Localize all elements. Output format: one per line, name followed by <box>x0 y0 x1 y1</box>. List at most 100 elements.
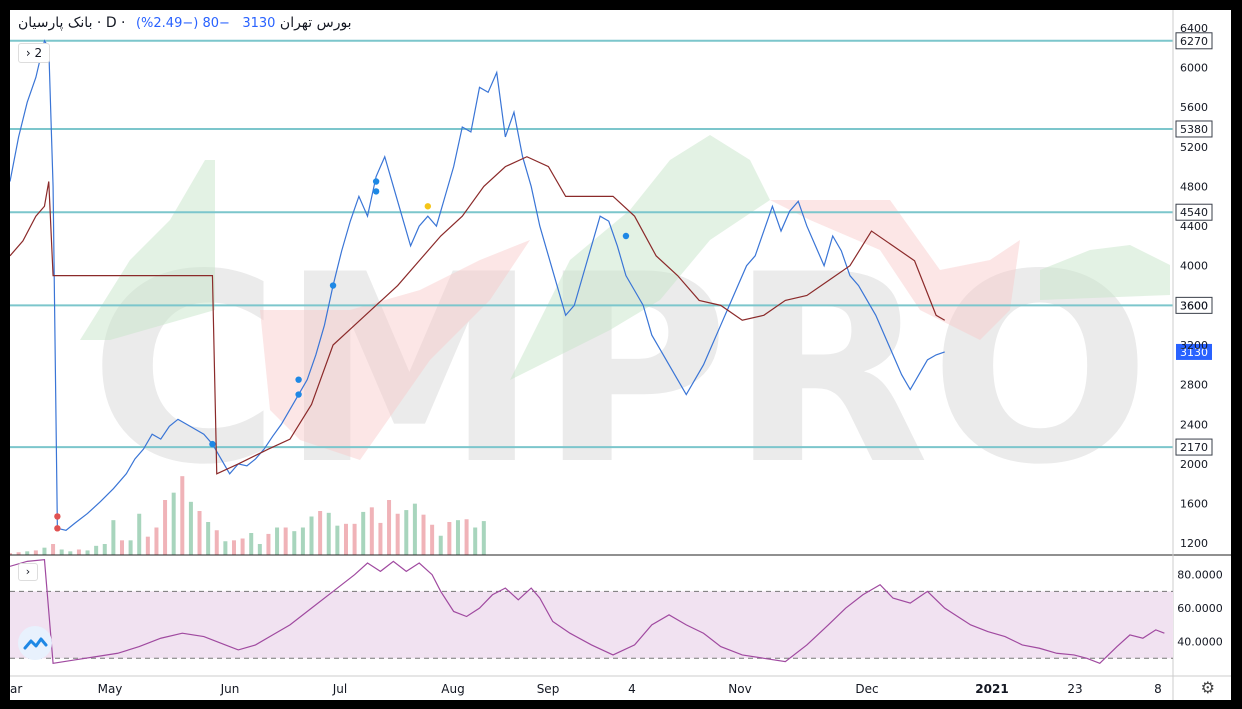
volume-bar <box>292 531 297 555</box>
y-tick-label: 3200 <box>1180 339 1208 352</box>
volume-bar <box>481 521 486 555</box>
volume-bar <box>369 507 374 555</box>
y-tick-label: 5200 <box>1180 141 1208 154</box>
volume-bar <box>404 510 409 555</box>
level-label: 5380 <box>1180 123 1208 136</box>
volume-bar <box>421 514 426 555</box>
volume-bar <box>76 549 81 555</box>
signal-marker <box>622 232 630 240</box>
volume-bar <box>102 544 107 555</box>
signal-marker <box>372 178 380 185</box>
volume-bar <box>68 551 73 555</box>
level-label-box <box>1175 296 1213 314</box>
x-tick-label: 23 <box>1067 682 1082 696</box>
volume-bar <box>361 511 366 555</box>
volume-bar <box>10 553 12 555</box>
cloud-green-area <box>510 135 770 380</box>
baseline-line <box>10 156 946 475</box>
signal-marker <box>54 513 61 520</box>
symbol-title: بانک پارسیان · D · بورس تهران <box>18 15 352 31</box>
y-tick-label: 4800 <box>1180 180 1208 193</box>
volume-bar <box>42 547 47 555</box>
rsi-tick-label: 80.0000 <box>1177 569 1223 582</box>
volume-bar <box>352 523 357 555</box>
y-tick-label: 6400 <box>1180 22 1208 35</box>
level-label-box <box>1175 32 1213 50</box>
volume-bar <box>223 541 228 555</box>
x-tick-label: 8 <box>1154 682 1162 696</box>
x-tick-label: Aug <box>441 682 464 696</box>
signal-marker <box>54 525 61 532</box>
x-tick-label: Dec <box>855 682 878 696</box>
volume-bar <box>231 540 236 555</box>
volume-bar <box>206 522 211 555</box>
x-tick-label: 4 <box>628 682 636 696</box>
rsi-line <box>10 559 1165 664</box>
signal-marker <box>372 188 380 195</box>
volume-bar <box>119 540 124 555</box>
cloud-green-area <box>80 160 215 340</box>
last-price-box <box>1176 343 1212 360</box>
x-tick-label: ar <box>10 682 22 696</box>
volume-bar <box>412 503 417 555</box>
y-tick-label: 4400 <box>1180 220 1208 233</box>
gear-icon[interactable]: ⚙ <box>1200 678 1215 697</box>
volume-bar <box>163 500 168 555</box>
volume-bar <box>197 511 202 555</box>
y-tick-label: 2800 <box>1180 379 1208 392</box>
level-label: 6270 <box>1180 35 1208 48</box>
volume-bar <box>16 552 21 555</box>
tradingview-logo-icon[interactable] <box>18 626 52 660</box>
interval-badge[interactable]: › 2 <box>18 43 50 63</box>
volume-bar <box>430 524 435 555</box>
volume-bar <box>343 523 348 555</box>
rsi-tick-label: 40.0000 <box>1177 636 1223 649</box>
volume-bar <box>387 500 392 555</box>
volume-bar <box>326 512 331 555</box>
volume-bar <box>111 520 116 555</box>
cloud-green-area <box>1040 245 1170 300</box>
y-tick-label: 6000 <box>1180 62 1208 75</box>
x-tick-label: 2021 <box>975 682 1008 696</box>
y-tick-label: 1200 <box>1180 537 1208 550</box>
volume-bar <box>283 527 288 555</box>
volume-bar <box>33 550 38 555</box>
volume-bar <box>309 516 314 555</box>
signal-marker <box>329 282 337 289</box>
volume-bar <box>214 530 219 555</box>
price-change: −80 (−2.49%) <box>135 16 230 31</box>
volume-bar <box>455 520 460 555</box>
y-tick-label: 3600 <box>1180 299 1208 312</box>
x-tick-label: Nov <box>728 682 751 696</box>
chart-frame: CMPRO 6270 5380 4540 3600 2170 3130 6400 6000 560… <box>10 10 1231 700</box>
volume-bar <box>275 527 280 555</box>
volume-bar <box>180 476 185 555</box>
volume-bar <box>266 533 271 555</box>
chevron-right-icon[interactable]: › <box>18 563 38 581</box>
level-label-box <box>1175 203 1213 221</box>
volume-bar <box>171 492 176 555</box>
price-chart[interactable]: CMPRO62705380454036002170313064006000560… <box>10 10 1231 700</box>
volume-bar <box>240 538 245 555</box>
y-tick-label: 5600 <box>1180 101 1208 114</box>
signal-marker <box>295 391 302 398</box>
rsi-tick-label: 60.0000 <box>1177 602 1223 615</box>
chart-legend: بانک پارسیان · D · بورس تهران 3130 −80 (… <box>18 15 352 31</box>
volume-bar <box>137 513 142 555</box>
cloud-red-area <box>260 240 530 460</box>
volume-bar <box>51 544 56 555</box>
signal-marker <box>209 440 216 448</box>
level-label: 2170 <box>1180 441 1208 454</box>
volume-bar <box>447 522 452 555</box>
level-label: 3600 <box>1180 299 1208 312</box>
volume-bar <box>464 519 469 555</box>
volume-bar <box>300 527 305 555</box>
x-tick-label: Jun <box>220 682 240 696</box>
volume-bar <box>154 527 159 555</box>
y-tick-label: 2400 <box>1180 418 1208 431</box>
price-line <box>10 39 945 531</box>
volume-bar <box>188 501 193 555</box>
volume-bar <box>335 525 340 555</box>
rsi-band <box>10 591 1173 659</box>
x-tick-label: Sep <box>537 682 560 696</box>
